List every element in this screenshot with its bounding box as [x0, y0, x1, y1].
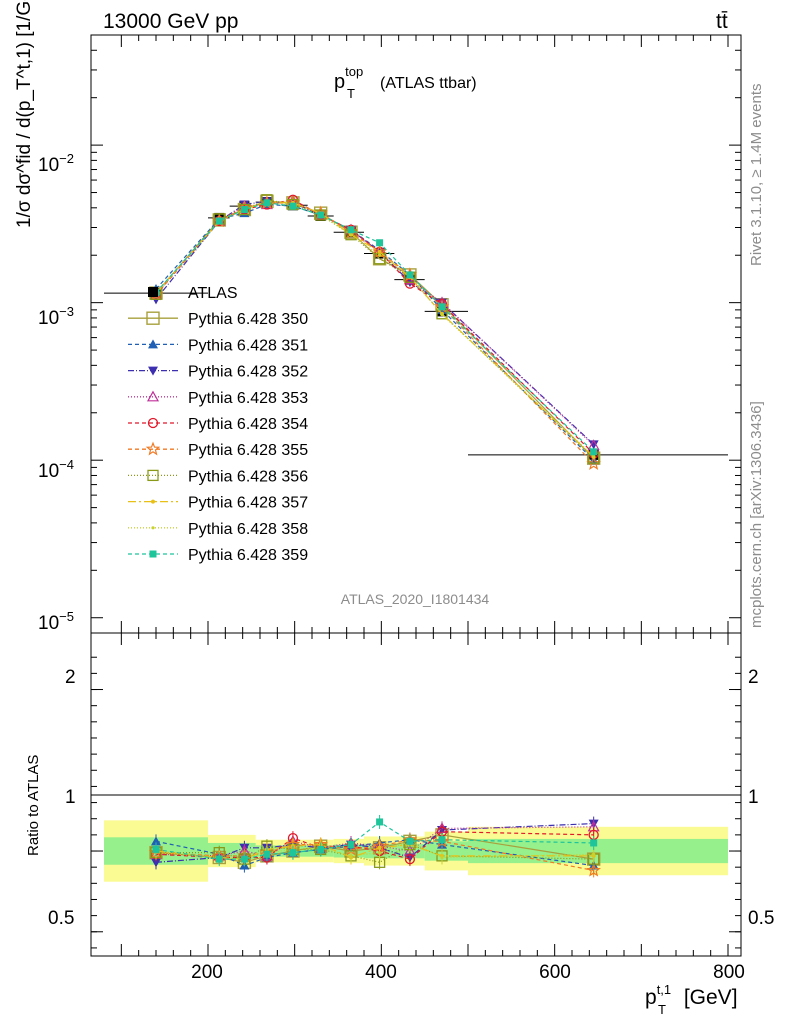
y-tick-label: 10−3 — [38, 304, 74, 329]
ratio-point — [376, 818, 384, 826]
legend-marker — [148, 366, 158, 376]
mc-point — [349, 233, 353, 237]
ratio-point — [289, 849, 297, 857]
legend-label: Pythia 6.428 352 — [188, 364, 308, 381]
ratio-point — [349, 854, 353, 858]
ratio-point — [590, 839, 598, 847]
legend-marker — [146, 311, 160, 325]
ratio-point — [317, 845, 325, 853]
mc-point — [377, 249, 382, 254]
mc-point — [378, 253, 382, 257]
ratio-point — [151, 836, 161, 846]
ratio-point — [440, 855, 444, 860]
x-axis-title: pt,1 T [GeV] — [645, 982, 738, 1017]
legend-marker — [151, 526, 155, 530]
mc-point — [238, 203, 251, 216]
mc-point — [317, 211, 325, 219]
ratio-y-tick-label-right: 0.5 — [748, 908, 774, 929]
plot-title: ptop T(ATLAS ttbar) — [334, 64, 477, 101]
ratio-y-tick-label: 0.5 — [48, 908, 74, 929]
ratio-point — [406, 837, 414, 845]
ratio-point — [152, 845, 160, 853]
mcplots-label: mcplots.cern.ch [arXiv:1306.3436] — [748, 401, 765, 628]
mc-point — [586, 456, 601, 470]
legend-marker — [147, 469, 159, 482]
legend-label: Pythia 6.428 353 — [188, 390, 308, 407]
mc-point — [376, 239, 384, 247]
mc-point — [315, 209, 327, 221]
ratio-y-tick-labels: 0.5 1 2 0.5 1 2 — [48, 667, 774, 929]
legend: ATLAS Pythia 6.428 350 Pythia 6.428 351 Pyt… — [128, 285, 308, 564]
legend-marker — [147, 417, 159, 429]
legend-marker — [146, 390, 160, 402]
mc-point — [263, 199, 271, 207]
y-tick-label: 10−2 — [38, 151, 74, 176]
y-tick-label: 10−4 — [38, 457, 74, 482]
mc-point — [289, 202, 297, 210]
mc-point — [437, 298, 447, 308]
ratio-series-layer — [148, 814, 601, 878]
ratio-y-tick-label: 1 — [65, 787, 76, 808]
ratio-point — [378, 851, 382, 855]
legend-marker — [149, 550, 157, 558]
mc-point — [590, 448, 598, 456]
legend-label: Pythia 6.428 358 — [188, 521, 308, 538]
ratio-y-axis-title: Ratio to ATLAS — [25, 755, 42, 856]
ratio-point — [263, 850, 271, 858]
mc-point — [347, 226, 355, 234]
legend-label: ATLAS — [188, 285, 238, 302]
ratio-series-line — [155, 826, 594, 857]
main-y-tick-labels: 10−5 10−4 10−3 10−2 — [38, 151, 74, 634]
main-y-axis-title: 1/σ dσ^fid / d(p_T^t,1) [1/GeV] — [14, 0, 35, 228]
legend-label: Pythia 6.428 357 — [188, 495, 308, 512]
mc-point — [438, 303, 446, 311]
x-tick-label: 800 — [713, 962, 745, 983]
ratio-y-tick-label-right: 1 — [748, 787, 759, 808]
ratio-series-line — [155, 840, 594, 860]
ratio-uncertainty-bands — [104, 820, 728, 882]
mc-point — [592, 454, 596, 458]
legend-label: Pythia 6.428 350 — [188, 311, 308, 328]
main-plot-frame — [90, 34, 742, 634]
x-tick-label: 200 — [191, 962, 223, 983]
ratio-point — [592, 852, 596, 856]
ratio-point — [347, 841, 355, 849]
y-tick-label: 10−5 — [38, 609, 74, 634]
ratio-series-line — [155, 831, 594, 860]
x-tick-label: 600 — [539, 962, 571, 983]
mc-series-line — [155, 202, 595, 453]
ratio-band-inner — [468, 838, 728, 864]
legend-marker — [145, 441, 161, 456]
ratio-point — [586, 862, 601, 877]
mc-point — [406, 271, 414, 279]
legend-label: Pythia 6.428 354 — [188, 416, 308, 433]
legend-marker — [148, 287, 158, 297]
x-tick-label: 400 — [365, 962, 397, 983]
collision-energy-label: 13000 GeV pp — [103, 10, 238, 33]
ratio-series-line — [155, 821, 594, 860]
mc-point — [240, 206, 248, 214]
ratio-point — [240, 855, 248, 863]
ratio-point — [151, 858, 161, 868]
mc-point — [215, 217, 223, 225]
legend-label: Pythia 6.428 351 — [188, 337, 308, 354]
legend-marker — [151, 499, 155, 504]
ratio-point — [438, 836, 446, 844]
rivet-version-label: Rivet 3.1.10, ≥ 1.4M events — [748, 84, 765, 267]
axis-ticks — [91, 34, 741, 956]
ratio-y-tick-label-right: 2 — [748, 667, 759, 688]
legend-marker — [148, 339, 158, 349]
process-label: tt̄ — [716, 10, 728, 33]
x-tick-labels: 200 400 600 800 — [191, 962, 745, 983]
ratio-y-tick-label: 2 — [65, 667, 76, 688]
legend-label: Pythia 6.428 355 — [188, 442, 308, 459]
analysis-id-watermark: ATLAS_2020_I1801434 — [341, 591, 490, 607]
ratio-point — [404, 853, 416, 865]
legend-label: Pythia 6.428 359 — [188, 547, 308, 564]
mc-point — [440, 312, 444, 317]
legend-label: Pythia 6.428 356 — [188, 468, 308, 485]
ratio-point — [215, 855, 223, 863]
